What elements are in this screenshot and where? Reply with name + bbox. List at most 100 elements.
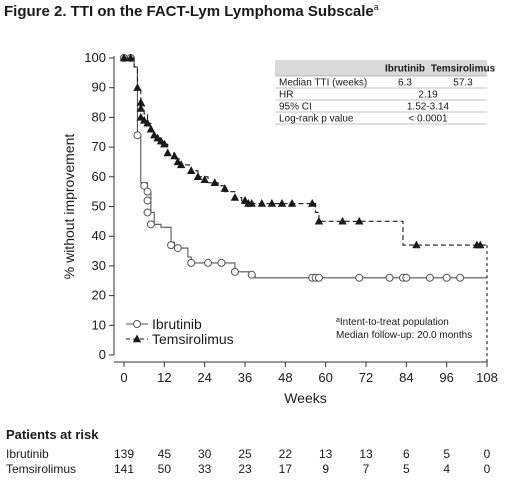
y-tick-label: 10 xyxy=(92,317,106,332)
censor-mark xyxy=(143,208,152,217)
chart-axes: 0 10 20 30 40 50 60 70 80 90 100 0 12 24 36 48 60 72 84 96 1… xyxy=(61,50,498,406)
table-cell: < 0.0001 xyxy=(408,114,448,125)
censor-mark xyxy=(247,199,256,207)
censor-mark xyxy=(119,53,129,62)
censor-mark xyxy=(176,160,186,169)
y-tick-label: 40 xyxy=(92,228,106,243)
censor-mark xyxy=(133,131,142,140)
risk-value: 25 xyxy=(238,447,252,461)
y-tick-label: 20 xyxy=(92,288,106,303)
risk-value: 22 xyxy=(278,447,292,461)
risk-value: 139 xyxy=(113,447,135,461)
censor-mark xyxy=(143,118,152,127)
km-chart: 0 10 20 30 40 50 60 70 80 90 100 0 12 24 36 48 60 72 84 96 1… xyxy=(61,50,498,406)
censor-mark xyxy=(143,187,152,196)
censor-mark xyxy=(247,270,256,279)
censor-mark xyxy=(140,181,149,190)
y-tick-label: 100 xyxy=(84,50,106,65)
censor-mark xyxy=(230,193,240,201)
table-header-cell: Ibrutinib xyxy=(385,64,425,75)
figure-title-text: Figure 2. TTI on the FACT-Lym Lymphoma S… xyxy=(4,3,374,20)
annotation-text: aIntent-to-treat population xyxy=(336,317,449,328)
risk-value: 13 xyxy=(359,447,373,461)
censor-mark xyxy=(287,199,297,207)
censor-mark xyxy=(126,53,135,62)
censor-mark xyxy=(146,220,155,229)
risk-value: 141 xyxy=(113,462,135,476)
x-tick-label: 72 xyxy=(359,370,373,385)
censor-mark xyxy=(210,178,219,186)
legend-label: Ibrutinib xyxy=(152,316,202,332)
annotation-text: Median follow-up: 20.0 months xyxy=(336,330,472,341)
table-cell: 6.3 xyxy=(398,78,412,89)
x-tick-label: 24 xyxy=(197,370,211,385)
y-axis-title: % without improvement xyxy=(61,134,77,280)
x-axis-title: Weeks xyxy=(284,390,327,406)
censor-mark xyxy=(220,184,230,192)
y-tick-label: 50 xyxy=(92,199,106,214)
censor-mark xyxy=(412,240,421,249)
x-tick-label: 84 xyxy=(399,370,413,385)
censor-mark xyxy=(442,273,451,282)
risk-row-label: Temsirolimus xyxy=(6,462,77,476)
risk-value: 23 xyxy=(238,462,252,476)
censor-mark xyxy=(476,240,485,249)
x-tick-label: 0 xyxy=(120,370,127,385)
risk-value: 7 xyxy=(362,462,370,476)
legend-label: Temsirolimus xyxy=(152,331,234,347)
x-tick-label: 36 xyxy=(238,370,252,385)
y-tick-label: 80 xyxy=(92,109,106,124)
chart-annotations: aIntent-to-treat population Median follow… xyxy=(336,317,472,341)
censor-mark xyxy=(200,175,209,183)
risk-value: 33 xyxy=(197,462,212,476)
censor-mark xyxy=(230,267,239,276)
censor-mark xyxy=(217,258,226,267)
censor-mark xyxy=(163,148,172,157)
censor-mark xyxy=(204,258,213,267)
censor-mark xyxy=(173,244,182,253)
risk-row-temsirolimus: Temsirolimus 141 50 33 23 17 9 7 5 4 0 xyxy=(0,462,520,477)
series-temsirolimus xyxy=(119,53,488,362)
x-tick-label: 48 xyxy=(278,370,292,385)
censor-mark xyxy=(314,273,323,282)
x-tick-label: 60 xyxy=(318,370,332,385)
risk-row-ibrutinib: Ibrutinib 139 45 30 25 22 13 13 6 5 0 xyxy=(0,447,520,462)
y-tick-label: 90 xyxy=(92,80,106,95)
annotation-body: Intent-to-treat population xyxy=(340,317,449,328)
risk-value: 0 xyxy=(483,447,491,461)
legend-marker xyxy=(132,334,142,343)
risk-row-label: Ibrutinib xyxy=(6,447,49,461)
risk-value: 45 xyxy=(157,447,171,461)
censor-mark xyxy=(338,216,347,225)
censor-mark xyxy=(193,172,203,180)
y-tick-label: 70 xyxy=(92,139,106,154)
risk-value: 50 xyxy=(157,462,171,476)
risk-value: 30 xyxy=(197,447,212,461)
table-header-cell: Temsirolimus xyxy=(431,64,496,75)
censor-mark xyxy=(170,151,179,160)
summary-table: Ibrutinib Temsirolimus Median TTI (weeks) 6… xyxy=(275,60,496,125)
figure-title: Figure 2. TTI on the FACT-Lym Lymphoma S… xyxy=(4,2,379,20)
risk-value: 6 xyxy=(402,447,410,461)
table-cell: 95% CI xyxy=(279,102,312,113)
risk-value: 13 xyxy=(318,447,333,461)
risk-table-title: Patients at risk xyxy=(6,427,99,442)
table-cell: Median TTI (weeks) xyxy=(279,78,367,89)
censor-mark xyxy=(308,199,317,207)
censor-mark xyxy=(257,199,267,207)
x-tick-label: 12 xyxy=(157,370,171,385)
risk-value: 4 xyxy=(443,462,450,476)
censor-mark xyxy=(167,241,176,250)
risk-value: 17 xyxy=(278,462,292,476)
censor-mark xyxy=(136,98,146,106)
risk-value: 9 xyxy=(322,462,329,476)
y-tick-label: 60 xyxy=(92,169,106,184)
censor-mark xyxy=(355,273,364,282)
table-cell: Log-rank p value xyxy=(279,114,354,125)
censor-mark xyxy=(187,166,196,175)
y-tick-label: 30 xyxy=(92,258,106,273)
risk-value: 0 xyxy=(483,462,491,476)
annotation-superscript: a xyxy=(336,317,340,324)
risk-value: 5 xyxy=(402,462,410,476)
